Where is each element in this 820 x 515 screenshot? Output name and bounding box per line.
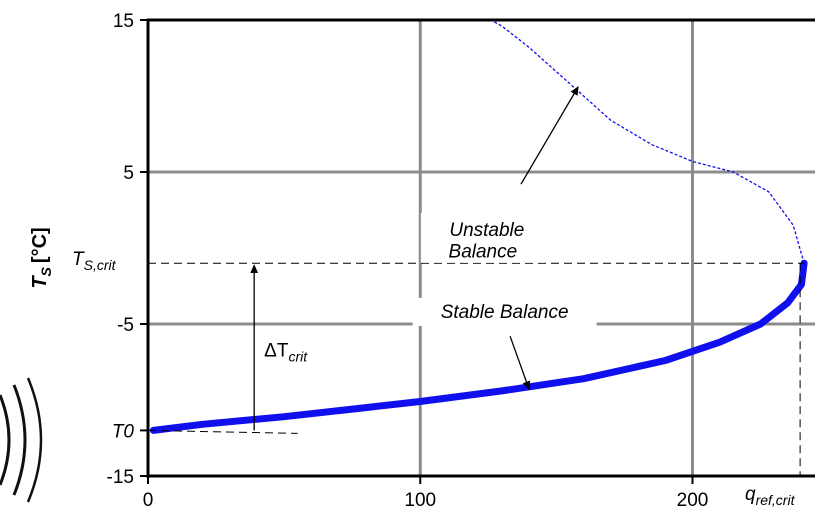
t0-guide-line [147,429,298,434]
curves [149,19,808,434]
y-axis-label: TS[°C] [29,227,54,288]
y-tick-label--15: -15 [107,467,134,488]
stable-balance-curve [149,259,808,434]
tick-marks [140,19,694,484]
y-tick-label-5: 5 [123,163,134,184]
stable-balance-arrow [509,335,531,391]
x-tick-label-0: 0 [143,490,154,511]
stable-label-background [412,297,597,326]
unstable-balance-label-line2: Balance [449,242,518,263]
q-crit-label: qref,crit [745,484,796,508]
y-tick-label-15: 15 [113,11,134,32]
x-tick-label-200: 200 [677,490,709,511]
unstable-balance-curve [490,19,805,264]
x-tick-label-100: 100 [404,490,436,511]
unstable-balance-label-line1: Unstable [449,220,524,241]
y-tick-label--5: -5 [117,315,134,336]
t0-tick-label: T0 [112,421,135,442]
tick-labels: 15 5 -5 -15 0 100 200 [107,11,709,511]
stable-balance-label: Stable Balance [441,302,569,323]
delta-t-crit-label: ΔTcrit [264,340,308,364]
unstable-balance-arrow [520,86,579,185]
unstable-label-background [420,212,545,263]
decorative-arcs [0,377,43,503]
t-crit-label: TS,crit [72,249,117,273]
